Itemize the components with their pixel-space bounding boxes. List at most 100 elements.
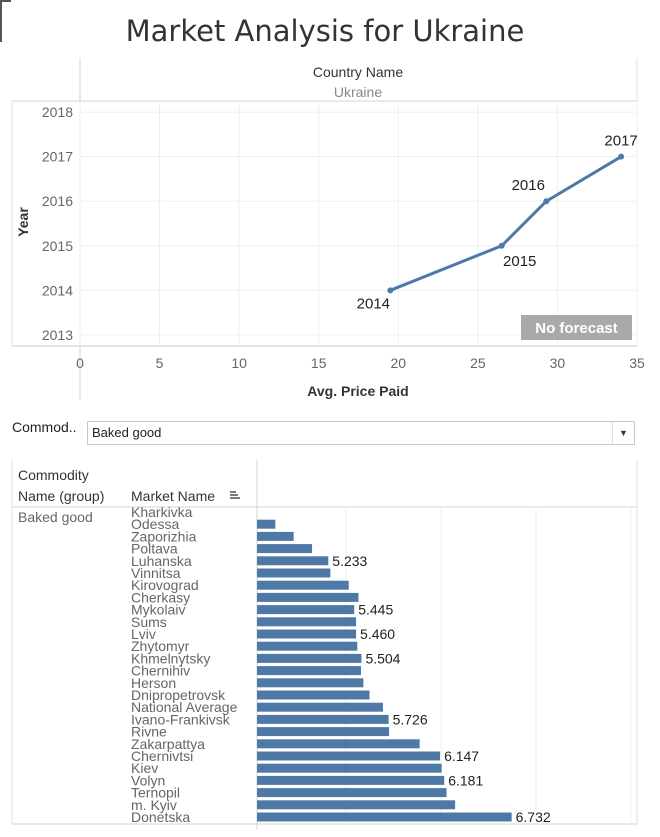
page-title: Market Analysis for Ukraine — [125, 14, 525, 48]
point-label: 2015 — [503, 253, 536, 270]
market-name-label: Luhanska — [131, 553, 192, 569]
y-tick-label: 2018 — [42, 104, 73, 120]
bar-value-label: 5.460 — [360, 626, 395, 642]
y-tick-label: 2015 — [42, 238, 73, 254]
y-tick-label: 2014 — [42, 282, 73, 298]
bar — [257, 678, 364, 688]
market-name-label: Chernihiv — [131, 663, 190, 679]
market-name-label: Khmelnytsky — [131, 650, 210, 666]
x-tick-label: 20 — [390, 355, 406, 371]
data-point — [498, 242, 505, 249]
col2-header: Market Name — [131, 488, 215, 504]
market-name-label: Rivne — [131, 724, 167, 740]
market-name-label: Zakarpattya — [131, 736, 205, 752]
market-name-label: Kirovograd — [131, 577, 199, 593]
market-name-label: m. Kyiv — [131, 797, 177, 813]
market-name-label: Ivano-Frankivsk — [131, 711, 231, 727]
bar-value-label: 5.233 — [332, 553, 367, 569]
market-name-label: Herson — [131, 675, 176, 691]
corner-mark — [0, 0, 11, 42]
y-tick-label: 2017 — [42, 149, 73, 165]
bar — [257, 775, 445, 785]
x-tick-label: 15 — [311, 355, 327, 371]
x-axis-title: Avg. Price Paid — [307, 383, 408, 399]
market-name-label: National Average — [131, 699, 238, 715]
bar-value-label: 6.732 — [516, 809, 551, 825]
no-forecast-text: No forecast — [535, 320, 618, 337]
bar — [257, 592, 359, 602]
bar-chart: Commodity Name (group) Market Name Baked go… — [11, 460, 638, 830]
bar — [257, 763, 442, 773]
col1-header: Commodity — [18, 467, 89, 483]
y-tick-label: 2016 — [42, 193, 73, 209]
market-name-label: Kiev — [131, 760, 158, 776]
bar — [257, 568, 331, 578]
bar — [257, 690, 370, 700]
no-forecast-badge — [521, 315, 632, 340]
point-label: 2014 — [357, 295, 390, 312]
bar — [257, 544, 313, 554]
bar — [257, 629, 357, 639]
x-tick-label: 35 — [629, 355, 645, 371]
market-name-label: Sums — [131, 614, 167, 630]
market-name-label: Poltava — [131, 541, 178, 557]
market-name-label: Mykolaiv — [131, 602, 185, 618]
bar — [257, 714, 389, 724]
y-axis-title: Year — [15, 207, 31, 237]
bar — [257, 605, 355, 615]
market-name-label: Kharkivka — [131, 504, 193, 520]
market-name-label: Chernivtsi — [131, 748, 193, 764]
col1-header: Name (group) — [18, 488, 104, 504]
bar-value-label: 5.504 — [365, 650, 400, 666]
line-chart: Country NameUkraine201320142015201620172… — [11, 58, 645, 400]
market-name-label: Cherkasy — [131, 589, 190, 605]
bar — [257, 666, 361, 676]
data-point — [387, 287, 394, 294]
market-name-label: Vinnitsa — [131, 565, 181, 581]
commodity-filter-dropdown[interactable]: Baked good ▼ — [87, 421, 635, 445]
point-label: 2017 — [604, 133, 637, 150]
market-name-label: Volyn — [131, 772, 165, 788]
bar — [257, 556, 329, 566]
x-tick-label: 0 — [76, 355, 84, 371]
commodity-filter-label: Commod.. — [12, 419, 77, 435]
commodity-filter-value: Baked good — [92, 425, 162, 440]
market-name-label: Ternopil — [131, 785, 180, 801]
bar — [257, 751, 441, 761]
header-value: Ukraine — [334, 84, 382, 100]
market-name-label: Zaporizhia — [131, 528, 197, 544]
bar-value-label: 5.726 — [393, 711, 428, 727]
bar-value-label: 6.181 — [448, 772, 483, 788]
x-tick-label: 10 — [231, 355, 247, 371]
bar — [257, 800, 456, 810]
bar — [257, 580, 349, 590]
bar — [257, 617, 357, 627]
market-name-label: Donetska — [131, 809, 190, 825]
market-name-label: Zhytomyr — [131, 638, 190, 654]
bar — [257, 739, 420, 749]
x-tick-label: 5 — [156, 355, 164, 371]
x-tick-label: 25 — [470, 355, 486, 371]
series-line — [389, 155, 622, 292]
bar — [257, 788, 447, 798]
header-label: Country Name — [313, 64, 403, 80]
data-point — [618, 153, 625, 160]
bar-value-label: 5.445 — [358, 602, 393, 618]
point-label: 2016 — [512, 177, 545, 194]
bar — [257, 702, 383, 712]
data-point — [543, 198, 550, 205]
bar — [257, 531, 294, 541]
chevron-down-icon[interactable]: ▼ — [612, 422, 634, 444]
bar — [257, 727, 390, 737]
sort-icon[interactable] — [230, 491, 240, 499]
market-name-label: Dnipropetrovsk — [131, 687, 226, 703]
x-tick-label: 30 — [550, 355, 566, 371]
bar — [257, 812, 512, 822]
group-label: Baked good — [18, 509, 93, 525]
y-tick-label: 2013 — [42, 327, 73, 343]
market-name-label: Lviv — [131, 626, 156, 642]
bar — [257, 519, 276, 529]
bar — [257, 641, 358, 651]
bar-value-label: 6.147 — [444, 748, 479, 764]
